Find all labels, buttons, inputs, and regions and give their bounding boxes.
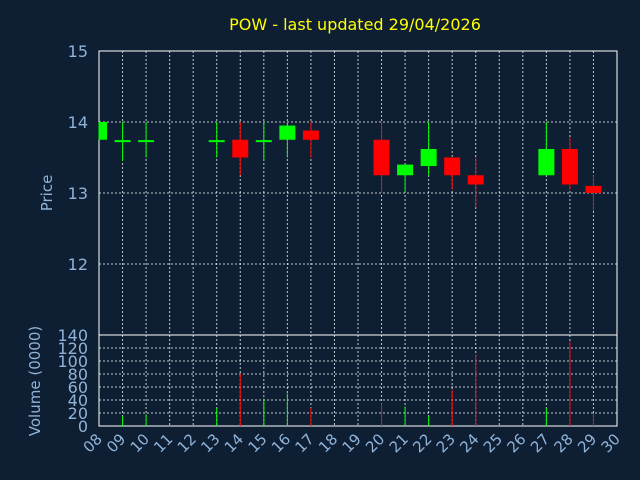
price-tick-label: 12 — [68, 255, 88, 274]
price-tick-label: 14 — [68, 113, 88, 132]
candle — [232, 122, 249, 176]
candle — [302, 122, 319, 158]
candle-body — [467, 175, 484, 185]
candle — [561, 137, 578, 190]
candle — [538, 122, 555, 176]
price-panel: 12 13 14 15 Price — [38, 42, 618, 336]
candle-body — [397, 164, 414, 176]
candle — [467, 157, 484, 208]
candle-body — [561, 148, 578, 185]
price-tick-label: 13 — [68, 184, 88, 203]
volume-tick-label: 120 — [57, 339, 88, 358]
candle-body — [99, 122, 107, 140]
volume-bars — [122, 341, 594, 426]
candle — [255, 122, 272, 162]
price-tick-label: 15 — [68, 42, 88, 61]
volume-tick-label: 80 — [68, 365, 88, 384]
candle — [397, 164, 414, 193]
candle — [420, 122, 437, 176]
candle — [138, 122, 155, 158]
price-axis-label: Price — [38, 175, 56, 212]
candle — [98, 122, 107, 140]
candle-body — [373, 139, 390, 176]
candle-body — [279, 125, 296, 140]
candle-body — [538, 148, 555, 176]
candle — [208, 122, 225, 158]
volume-tick-label: 40 — [68, 391, 88, 410]
price-grid — [99, 51, 617, 335]
candle-body — [232, 139, 249, 158]
candle-body — [444, 157, 461, 176]
candle-body — [585, 185, 602, 193]
volume-axis-label: Volume (0000) — [26, 326, 44, 436]
candles — [98, 122, 602, 211]
candle-body — [302, 130, 319, 140]
candle — [114, 122, 131, 162]
candle-body — [420, 148, 437, 167]
x-axis-label: Day — [334, 460, 362, 476]
volume-tick-label: 100 — [57, 352, 88, 371]
chart-title: POW - last updated 29/04/2026 — [229, 15, 481, 34]
volume-tick-label: 60 — [68, 378, 88, 397]
candle — [444, 157, 461, 190]
price-y-ticks: 12 13 14 15 — [68, 42, 88, 274]
candle — [585, 175, 602, 211]
candle — [279, 122, 296, 158]
volume-tick-label: 0 — [78, 417, 88, 436]
x-ticks: 0809101112131415161718192021222324252627… — [80, 430, 624, 456]
candle — [373, 122, 390, 193]
volume-tick-label: 140 — [57, 326, 88, 345]
volume-tick-label: 20 — [68, 404, 88, 423]
